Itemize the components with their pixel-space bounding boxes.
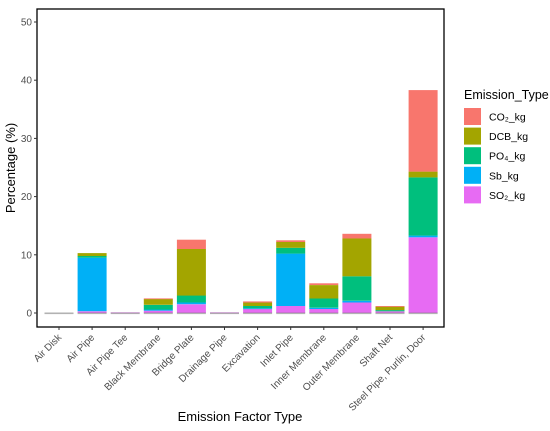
y-axis-title: Percentage (%) bbox=[3, 123, 18, 213]
bar-segment-11-2 bbox=[408, 177, 438, 236]
bar-segment-7-1 bbox=[276, 253, 306, 306]
bar-baseline-1 bbox=[77, 312, 107, 315]
bar-segment-8-3 bbox=[309, 285, 339, 299]
bar-segment-9-3 bbox=[342, 238, 372, 277]
legend-key-3 bbox=[464, 166, 481, 184]
legend-label-1: DCB_kg bbox=[489, 131, 528, 143]
bar-segment-7-2 bbox=[276, 247, 306, 254]
bar-segment-8-0 bbox=[309, 308, 339, 313]
bar-baseline-7 bbox=[276, 312, 306, 315]
bar-segment-9-2 bbox=[342, 276, 372, 301]
bar-segment-4-1 bbox=[176, 302, 206, 305]
bar-segment-7-4 bbox=[276, 240, 306, 242]
legend-key-4 bbox=[464, 186, 481, 204]
bar-segment-1-3 bbox=[77, 253, 107, 256]
bar-segment-11-4 bbox=[408, 90, 438, 172]
bar-segment-9-4 bbox=[342, 233, 372, 239]
bar-baseline-0 bbox=[44, 312, 74, 315]
bar-segment-7-3 bbox=[276, 242, 306, 248]
y-tick-label-2: 20 bbox=[21, 192, 33, 203]
bar-segment-11-3 bbox=[408, 171, 438, 178]
bar-segment-10-4 bbox=[375, 306, 405, 307]
y-tick-label-4: 40 bbox=[21, 76, 33, 87]
bar-segment-4-3 bbox=[176, 249, 206, 296]
legend-key-1 bbox=[464, 127, 481, 145]
bar-segment-3-0 bbox=[143, 310, 173, 313]
bar-segment-1-0 bbox=[77, 311, 107, 313]
legend-key-2 bbox=[464, 147, 481, 165]
legend-key-0 bbox=[464, 108, 481, 125]
bar-segment-6-1 bbox=[243, 308, 273, 310]
x-tick-label-0: Air Disk bbox=[32, 332, 65, 365]
legend-label-0: CO₂_kg bbox=[489, 112, 526, 124]
legend: Emission_Type CO₂_kg DCB_kg PO₄_kg Sb_kg SO₂… bbox=[464, 88, 549, 204]
legend-label-2: PO₄_kg bbox=[489, 151, 526, 163]
bar-baseline-2 bbox=[110, 312, 140, 315]
bar-segment-8-4 bbox=[309, 283, 339, 285]
bar-segment-4-4 bbox=[176, 239, 206, 249]
y-tick-label-5: 50 bbox=[21, 18, 33, 29]
bar-segment-8-1 bbox=[309, 307, 339, 309]
bar-baseline-4 bbox=[176, 312, 206, 315]
bar-segment-10-3 bbox=[375, 306, 405, 311]
bar-segment-6-0 bbox=[243, 308, 273, 313]
bar-segment-3-3 bbox=[143, 299, 173, 305]
bar-segment-9-1 bbox=[342, 300, 372, 303]
bar-segment-3-2 bbox=[143, 304, 173, 310]
bar-baseline-5 bbox=[210, 312, 239, 315]
y-axis: 0 10 20 30 40 50 bbox=[21, 18, 37, 320]
bar-segment-6-4 bbox=[243, 301, 273, 303]
bar-segment-4-0 bbox=[176, 304, 206, 313]
bar-segment-10-2 bbox=[375, 310, 405, 312]
bar-baseline-9 bbox=[342, 312, 372, 315]
x-tick-label-9: Outer Membrane bbox=[301, 332, 363, 394]
legend-label-3: Sb_kg bbox=[489, 170, 519, 182]
bar-segment-6-2 bbox=[243, 306, 273, 309]
bar-baseline-8 bbox=[309, 312, 339, 315]
x-axis-title: Emission Factor Type bbox=[178, 409, 303, 424]
bar-segment-3-1 bbox=[143, 309, 173, 311]
bar-baseline-10 bbox=[375, 312, 405, 315]
bar-segment-1-2 bbox=[77, 256, 107, 258]
bar-segment-3-4 bbox=[143, 298, 173, 300]
x-tick-label-1: Air Pipe bbox=[65, 332, 98, 365]
x-tick-label-3: Black Membrane bbox=[103, 332, 164, 393]
bars-layer bbox=[44, 90, 438, 315]
legend-title: Emission_Type bbox=[464, 88, 549, 102]
bar-segment-11-1 bbox=[408, 235, 438, 238]
plot-panel-border bbox=[36, 8, 445, 328]
y-tick-label-3: 30 bbox=[21, 134, 33, 145]
bar-segment-9-0 bbox=[342, 302, 372, 313]
bar-baseline-6 bbox=[243, 312, 273, 315]
bar-segment-1-1 bbox=[77, 257, 107, 312]
bar-segment-7-0 bbox=[276, 306, 306, 313]
bar-baseline-3 bbox=[143, 312, 173, 315]
bar-segment-4-2 bbox=[176, 295, 206, 303]
legend-label-4: SO₂_kg bbox=[489, 190, 525, 202]
bar-segment-11-0 bbox=[408, 237, 438, 313]
bar-baseline-11 bbox=[408, 312, 438, 315]
y-tick-label-1: 10 bbox=[21, 250, 33, 261]
bar-segment-8-2 bbox=[309, 298, 339, 308]
bar-segment-6-3 bbox=[243, 302, 273, 306]
y-tick-label-0: 0 bbox=[26, 309, 32, 320]
bar-segment-10-0 bbox=[375, 311, 405, 313]
